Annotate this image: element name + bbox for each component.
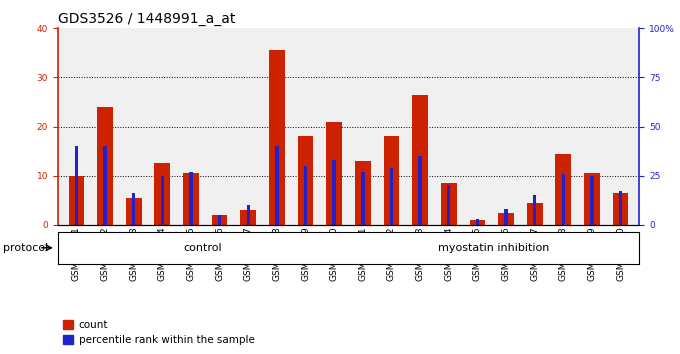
Bar [441, 183, 456, 225]
Bar [533, 195, 537, 225]
Bar [304, 166, 307, 225]
Bar [132, 193, 135, 225]
Bar [469, 220, 486, 225]
Text: control: control [184, 243, 222, 253]
Bar [211, 215, 228, 225]
Bar [160, 176, 164, 225]
Bar [333, 160, 336, 225]
Bar [126, 198, 141, 225]
Bar [275, 146, 279, 225]
Text: GDS3526 / 1448991_a_at: GDS3526 / 1448991_a_at [58, 12, 235, 27]
Bar [69, 176, 84, 225]
Bar [613, 193, 628, 225]
Bar [412, 95, 428, 225]
Bar [183, 173, 199, 225]
Bar [590, 176, 594, 225]
Bar [269, 50, 285, 225]
Text: protocol: protocol [3, 243, 49, 253]
Bar [189, 172, 192, 225]
Bar [498, 212, 514, 225]
Bar [298, 136, 313, 225]
Text: myostatin inhibition: myostatin inhibition [438, 243, 549, 253]
Bar [75, 146, 78, 225]
Bar [361, 172, 364, 225]
Bar [619, 192, 622, 225]
Bar [556, 154, 571, 225]
Bar [562, 174, 565, 225]
Bar [584, 173, 600, 225]
Bar [154, 164, 170, 225]
Bar [355, 161, 371, 225]
Bar [390, 168, 393, 225]
Bar [447, 185, 450, 225]
Bar [218, 215, 221, 225]
Bar [418, 156, 422, 225]
Bar [505, 209, 508, 225]
Legend: count, percentile rank within the sample: count, percentile rank within the sample [63, 320, 254, 345]
Bar [527, 203, 543, 225]
Bar [103, 146, 107, 225]
Bar [384, 136, 399, 225]
Bar [326, 122, 342, 225]
Bar [97, 107, 113, 225]
Bar [476, 219, 479, 225]
Bar [241, 210, 256, 225]
Bar [247, 205, 250, 225]
